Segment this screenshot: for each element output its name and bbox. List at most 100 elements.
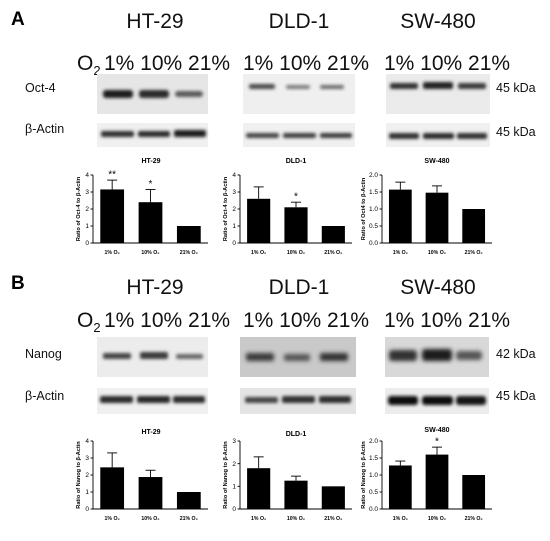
panel-a-o2-levels-dld1: 1% 10% 21% [243,52,369,75]
panel-b-o2-levels-ht29: 1% 10% 21% [104,309,230,332]
bar-a-sw480 [462,209,486,243]
bar-b-sw480 [388,465,412,509]
panel-b-letter: B [11,273,25,294]
category-label-b-ht29: 10% O₂ [141,516,160,522]
y-tick-label-b-sw480: 2.0 [369,438,378,445]
bar-a-dld1 [321,226,345,243]
y-tick-label-b-sw480: 1.0 [369,472,378,479]
y-tick-label-b-dld1: 1 [232,484,236,491]
bar-a-ht29 [176,226,201,243]
bar-a-dld1 [247,198,271,243]
blot-a-oct4-sw480 [386,74,490,114]
category-label-b-dld1: 21% O₂ [324,516,343,522]
category-label-b-sw480: 1% O₂ [393,516,409,522]
bar-b-dld1 [284,480,308,509]
chart-title-b-dld1: DLD-1 [286,431,307,438]
chart-title-a-ht29: HT-29 [141,158,160,165]
significance-label-a-ht29: * [149,179,153,190]
category-label-b-dld1: 1% O₂ [251,516,267,522]
blot-b-nanog-sw480 [385,337,489,377]
chart-title-b-sw480: SW-480 [424,427,449,434]
chart-title-a-sw480: SW-480 [424,158,449,165]
y-tick-label-b-sw480: 1.5 [369,455,378,462]
bar-b-sw480 [462,475,486,509]
panel-a-letter: A [11,9,25,30]
y-tick-label-a-ht29: 0 [85,240,89,247]
bar-b-dld1 [321,486,345,509]
blot-b-actin-sw480 [385,388,489,414]
bar-a-ht29 [138,202,163,243]
category-label-a-dld1: 1% O₂ [251,250,267,256]
blot-a-actin-sw480 [386,123,490,147]
bar-b-sw480 [425,454,449,509]
category-label-a-dld1: 10% O₂ [287,250,306,256]
panel-a-o2-levels-ht29: 1% 10% 21% [104,52,230,75]
bar-a-ht29 [100,189,125,243]
panel-b-nanog-label: Nanog [25,347,62,361]
y-tick-label-a-ht29: 1 [85,223,89,230]
category-label-b-sw480: 21% O₂ [465,516,484,522]
significance-label-a-dld1: * [294,192,298,203]
y-tick-label-b-sw480: 0.0 [369,506,378,513]
blot-a-oct4-ht29 [97,74,208,114]
panel-a-o2-label: O2 [77,52,101,78]
y-tick-label-a-ht29: 2 [85,206,89,213]
y-axis-label-a-sw480: Ratio of Oct4 to β-Actin [361,177,367,240]
panel-a-o2-levels-sw480: 1% 10% 21% [384,52,510,75]
y-tick-label-b-dld1: 0 [232,506,236,513]
category-label-a-ht29: 10% O₂ [141,250,160,256]
panel-b-o2-levels-dld1: 1% 10% 21% [243,309,369,332]
category-label-b-dld1: 10% O₂ [287,516,306,522]
panel-b-title-sw480: SW-480 [400,276,475,299]
blot-a-oct4-dld1 [243,74,355,114]
bar-a-sw480 [425,192,449,243]
y-tick-label-b-dld1: 2 [232,461,236,468]
category-label-a-sw480: 21% O₂ [465,250,484,256]
blot-b-nanog-ht29 [97,337,208,377]
y-tick-label-a-ht29: 3 [85,189,89,196]
category-label-a-ht29: 1% O₂ [105,250,121,256]
y-tick-label-b-ht29: 2 [85,472,89,479]
y-tick-label-a-sw480: 0.5 [369,223,378,230]
bar-b-ht29 [138,477,163,509]
blot-a-actin-dld1 [243,123,355,147]
y-tick-label-a-dld1: 1 [232,223,236,230]
y-tick-label-b-ht29: 4 [85,438,89,445]
blot-b-nanog-dld1 [240,337,356,377]
bar-b-dld1 [247,468,271,509]
category-label-b-ht29: 21% O₂ [180,516,199,522]
panel-b-o2-label: O2 [77,309,101,335]
chart-title-a-dld1: DLD-1 [286,158,307,165]
y-tick-label-b-ht29: 0 [85,506,89,513]
y-tick-label-b-ht29: 3 [85,455,89,462]
panel-b-title-ht29: HT-29 [126,276,183,299]
panel-a-actin-label: β-Actin [25,122,64,136]
category-label-a-dld1: 21% O₂ [324,250,343,256]
panel-a-oct4-label: Oct-4 [25,81,56,95]
bar-b-ht29 [100,467,125,509]
y-tick-label-a-dld1: 0 [232,240,236,247]
y-tick-label-b-ht29: 1 [85,489,89,496]
y-tick-label-b-dld1: 3 [232,438,236,445]
panel-b-actin-label: β-Actin [25,389,64,403]
panel-b-actin-kda: 45 kDa [496,389,536,403]
y-tick-label-a-sw480: 1.0 [369,206,378,213]
category-label-b-sw480: 10% O₂ [428,516,447,522]
y-tick-label-b-sw480: 0.5 [369,489,378,496]
panel-b-title-dld1: DLD-1 [269,276,330,299]
bar-b-ht29 [176,492,201,509]
panel-b-o2-levels-sw480: 1% 10% 21% [384,309,510,332]
y-axis-label-a-dld1: Ratio of Oct-4 to β-Actin [223,176,229,241]
category-label-a-sw480: 10% O₂ [428,250,447,256]
bar-a-dld1 [284,207,308,243]
y-tick-label-a-dld1: 3 [232,189,236,196]
significance-label-a-ht29: ** [108,170,116,181]
